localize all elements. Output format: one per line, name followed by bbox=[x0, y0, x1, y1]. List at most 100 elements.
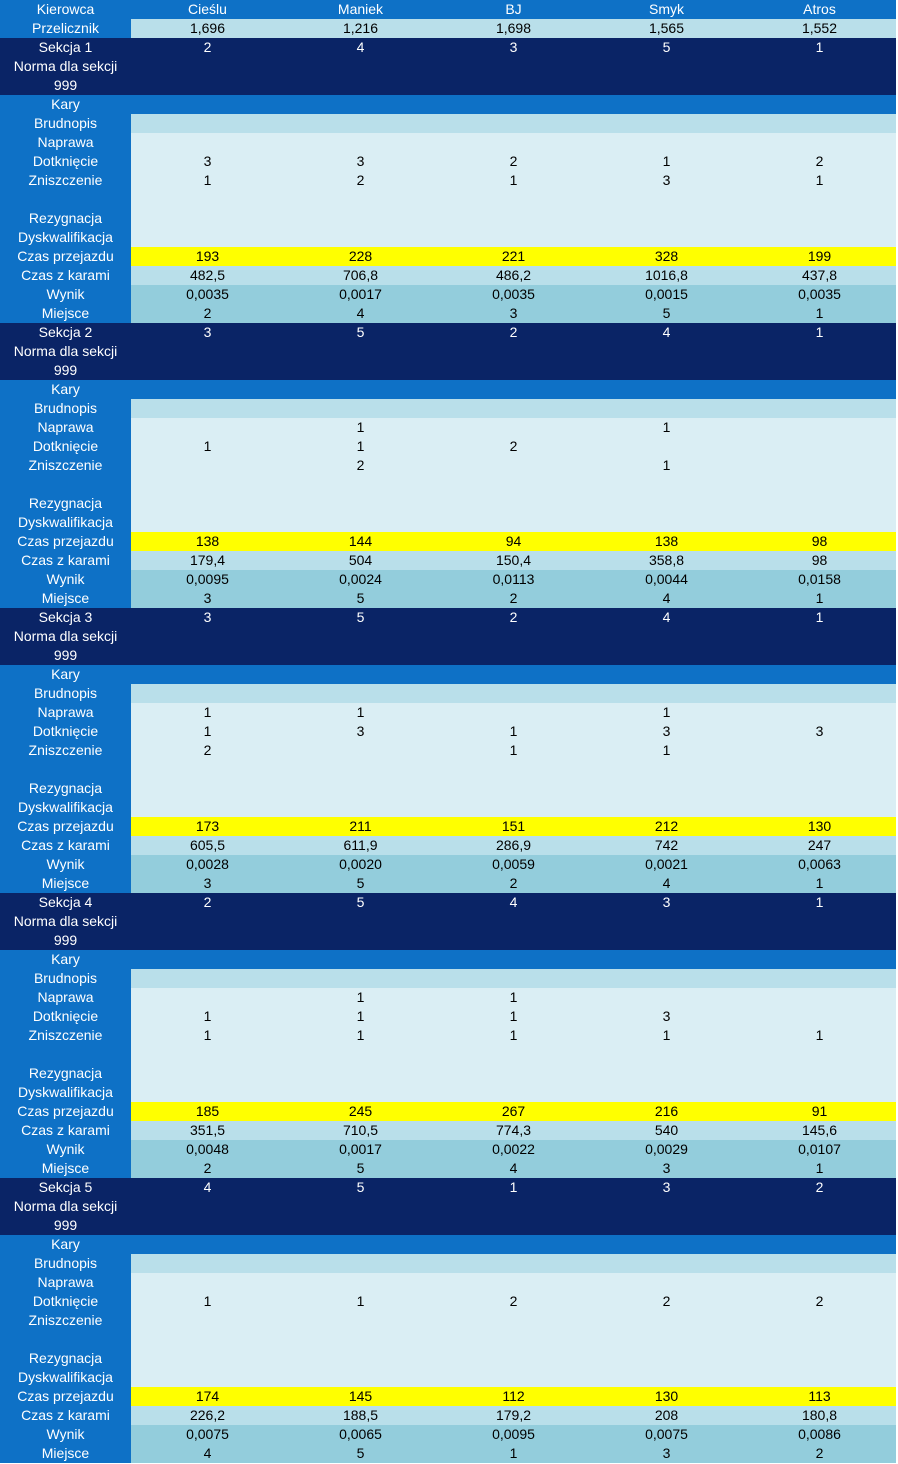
zniszczenie-value[interactable] bbox=[743, 456, 896, 475]
zniszczenie-label[interactable]: Zniszczenie bbox=[0, 456, 131, 475]
brudnopis-value[interactable] bbox=[131, 1254, 284, 1273]
wynik-value[interactable]: 0,0065 bbox=[284, 1425, 437, 1444]
rezygnacja-value[interactable] bbox=[131, 1064, 284, 1083]
kary-label-value[interactable] bbox=[590, 1235, 743, 1254]
dotkniecie-value[interactable] bbox=[590, 437, 743, 456]
norma-label-value[interactable] bbox=[284, 627, 437, 646]
miejsce-value[interactable]: 1 bbox=[743, 874, 896, 893]
brudnopis-value[interactable] bbox=[590, 399, 743, 418]
norma-label-value[interactable] bbox=[590, 342, 743, 361]
blank-value[interactable] bbox=[590, 1045, 743, 1064]
czas-przejazdu-value[interactable]: 199 bbox=[743, 247, 896, 266]
blank-label[interactable] bbox=[0, 1330, 131, 1349]
miejsce-value[interactable]: 3 bbox=[131, 874, 284, 893]
dyskwalifikacja-value[interactable] bbox=[590, 228, 743, 247]
norma-value-value[interactable] bbox=[590, 646, 743, 665]
czas-przejazdu-value[interactable]: 112 bbox=[437, 1387, 590, 1406]
rezygnacja-value[interactable] bbox=[284, 1349, 437, 1368]
kary-label-value[interactable] bbox=[743, 665, 896, 684]
zniszczenie-value[interactable]: 1 bbox=[743, 171, 896, 190]
czas-z-karami-value[interactable]: 437,8 bbox=[743, 266, 896, 285]
wynik-value[interactable]: 0,0017 bbox=[284, 1140, 437, 1159]
czas-przejazdu-value[interactable]: 94 bbox=[437, 532, 590, 551]
miejsce-value[interactable]: 2 bbox=[743, 1444, 896, 1463]
czas-z-karami-value[interactable]: 486,2 bbox=[437, 266, 590, 285]
naprawa-value[interactable]: 1 bbox=[590, 703, 743, 722]
norma-label-value[interactable] bbox=[590, 1197, 743, 1216]
dotkniecie-value[interactable]: 1 bbox=[284, 437, 437, 456]
blank-label[interactable] bbox=[0, 760, 131, 779]
dyskwalifikacja-label[interactable]: Dyskwalifikacja bbox=[0, 228, 131, 247]
norma-label-value[interactable] bbox=[743, 912, 896, 931]
kary-label-value[interactable] bbox=[284, 950, 437, 969]
blank-value[interactable] bbox=[590, 760, 743, 779]
norma-label-value[interactable] bbox=[284, 57, 437, 76]
miejsce-value[interactable]: 4 bbox=[590, 874, 743, 893]
naprawa-value[interactable] bbox=[437, 418, 590, 437]
blank-value[interactable] bbox=[284, 760, 437, 779]
czas-przejazdu-value[interactable]: 174 bbox=[131, 1387, 284, 1406]
blank-value[interactable] bbox=[284, 190, 437, 209]
miejsce-value[interactable]: 4 bbox=[437, 1159, 590, 1178]
wynik-label[interactable]: Wynik bbox=[0, 285, 131, 304]
czas-przejazdu-label[interactable]: Czas przejazdu bbox=[0, 532, 131, 551]
dotkniecie-value[interactable]: 1 bbox=[131, 1292, 284, 1311]
section-title-value[interactable]: 4 bbox=[590, 608, 743, 627]
kary-label-value[interactable] bbox=[743, 950, 896, 969]
miejsce-value[interactable]: 5 bbox=[590, 304, 743, 323]
miejsce-value[interactable]: 3 bbox=[590, 1159, 743, 1178]
section-title-value[interactable]: 3 bbox=[131, 323, 284, 342]
norma-label-label[interactable]: Norma dla sekcji bbox=[0, 1197, 131, 1216]
section-title-value[interactable]: 5 bbox=[284, 608, 437, 627]
driver-name[interactable]: Smyk bbox=[590, 0, 743, 19]
wynik-value[interactable]: 0,0022 bbox=[437, 1140, 590, 1159]
czas-z-karami-value[interactable]: 358,8 bbox=[590, 551, 743, 570]
dotkniecie-value[interactable]: 1 bbox=[284, 1292, 437, 1311]
dotkniecie-label[interactable]: Dotknięcie bbox=[0, 437, 131, 456]
rezygnacja-value[interactable] bbox=[131, 209, 284, 228]
wynik-value[interactable]: 0,0029 bbox=[590, 1140, 743, 1159]
wynik-label[interactable]: Wynik bbox=[0, 570, 131, 589]
czas-przejazdu-label[interactable]: Czas przejazdu bbox=[0, 817, 131, 836]
driver-name[interactable]: BJ bbox=[437, 0, 590, 19]
czas-z-karami-label[interactable]: Czas z karami bbox=[0, 1406, 131, 1425]
czas-z-karami-value[interactable]: 179,2 bbox=[437, 1406, 590, 1425]
norma-value-value[interactable] bbox=[743, 76, 896, 95]
norma-label-value[interactable] bbox=[284, 912, 437, 931]
czas-z-karami-value[interactable]: 710,5 bbox=[284, 1121, 437, 1140]
kary-label-value[interactable] bbox=[437, 380, 590, 399]
brudnopis-value[interactable] bbox=[743, 399, 896, 418]
naprawa-value[interactable] bbox=[284, 133, 437, 152]
section-title-value[interactable]: 3 bbox=[131, 608, 284, 627]
naprawa-value[interactable]: 1 bbox=[284, 418, 437, 437]
brudnopis-value[interactable] bbox=[437, 1254, 590, 1273]
blank-value[interactable] bbox=[131, 760, 284, 779]
naprawa-label[interactable]: Naprawa bbox=[0, 1273, 131, 1292]
section-title-value[interactable]: 1 bbox=[437, 1178, 590, 1197]
miejsce-value[interactable]: 4 bbox=[284, 304, 437, 323]
wynik-value[interactable]: 0,0035 bbox=[437, 285, 590, 304]
naprawa-value[interactable] bbox=[437, 133, 590, 152]
miejsce-value[interactable]: 2 bbox=[131, 304, 284, 323]
dyskwalifikacja-value[interactable] bbox=[590, 1083, 743, 1102]
norma-label-label[interactable]: Norma dla sekcji bbox=[0, 912, 131, 931]
norma-value-value[interactable] bbox=[590, 361, 743, 380]
rezygnacja-value[interactable] bbox=[590, 779, 743, 798]
czas-przejazdu-label[interactable]: Czas przejazdu bbox=[0, 247, 131, 266]
czas-z-karami-label[interactable]: Czas z karami bbox=[0, 266, 131, 285]
dyskwalifikacja-value[interactable] bbox=[437, 228, 590, 247]
wynik-value[interactable]: 0,0113 bbox=[437, 570, 590, 589]
blank-value[interactable] bbox=[131, 190, 284, 209]
miejsce-label[interactable]: Miejsce bbox=[0, 1444, 131, 1463]
brudnopis-value[interactable] bbox=[437, 399, 590, 418]
blank-label[interactable] bbox=[0, 190, 131, 209]
blank-label[interactable] bbox=[0, 1045, 131, 1064]
kary-label-value[interactable] bbox=[437, 1235, 590, 1254]
czas-przejazdu-value[interactable]: 91 bbox=[743, 1102, 896, 1121]
section-title-value[interactable]: 2 bbox=[437, 608, 590, 627]
wynik-value[interactable]: 0,0095 bbox=[131, 570, 284, 589]
blank-value[interactable] bbox=[590, 475, 743, 494]
dyskwalifikacja-value[interactable] bbox=[284, 798, 437, 817]
blank-value[interactable] bbox=[743, 475, 896, 494]
section-title-value[interactable]: 1 bbox=[743, 608, 896, 627]
